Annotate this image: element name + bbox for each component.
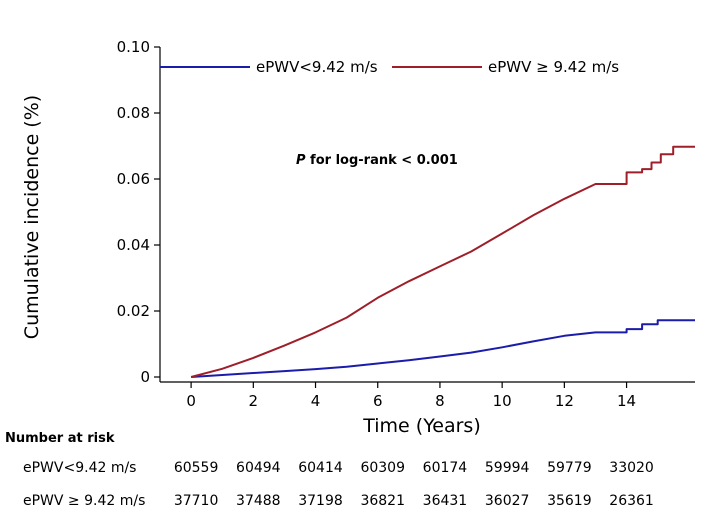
risk-row-label: ePWV ≥ 9.42 m/s [23, 493, 145, 509]
legend: ePWV<9.42 m/s ePWV ≥ 9.42 m/s [160, 58, 619, 76]
risk-value: 60559 [174, 460, 219, 476]
risk-value: 33020 [609, 460, 654, 476]
risk-value: 36431 [423, 493, 468, 509]
y-tick-label: 0.06 [117, 170, 150, 188]
x-tick-label: 4 [311, 392, 321, 410]
legend-label-high: ePWV ≥ 9.42 m/s [488, 58, 619, 76]
legend-label-low: ePWV<9.42 m/s [256, 58, 378, 76]
risk-value: 59994 [485, 460, 530, 476]
risk-row-label: ePWV<9.42 m/s [23, 460, 136, 476]
risk-value: 36027 [485, 493, 530, 509]
risk-value: 60494 [236, 460, 281, 476]
curves [190, 145, 695, 378]
y-axis-title: Cumulative incidence (%) [21, 95, 43, 339]
axis-ticks: 0 0.02 0.04 0.06 0.08 0.10 0 2 4 6 8 10 12 14 [117, 38, 637, 410]
x-tick-label: 14 [617, 392, 636, 410]
risk-value: 37710 [174, 493, 219, 509]
series-line-low [191, 319, 695, 378]
x-tick-label: 6 [373, 392, 383, 410]
p-symbol: P [296, 153, 306, 168]
logrank-annotation: P for log-rank < 0.001 [296, 153, 458, 168]
risk-value: 60414 [298, 460, 343, 476]
logrank-text: for log-rank < 0.001 [306, 153, 458, 168]
y-tick-label: 0.08 [117, 104, 150, 122]
x-axis-title: Time (Years) [362, 415, 481, 437]
risk-value: 37198 [298, 493, 343, 509]
risk-value: 36821 [360, 493, 405, 509]
y-tick-label: 0.04 [117, 236, 150, 254]
risk-value: 35619 [547, 493, 592, 509]
risk-table-header: Number at risk [5, 431, 115, 446]
risk-value: 60174 [423, 460, 468, 476]
y-tick-label: 0.10 [117, 38, 150, 56]
risk-value: 26361 [609, 493, 654, 509]
x-tick-label: 2 [249, 392, 259, 410]
risk-table: ePWV<9.42 m/s 60559 60494 60414 60309 60174 59… [23, 460, 654, 509]
x-tick-label: 10 [493, 392, 512, 410]
risk-value: 59779 [547, 460, 592, 476]
y-tick-label: 0.02 [117, 302, 150, 320]
risk-value: 37488 [236, 493, 281, 509]
y-tick-label: 0 [140, 368, 150, 386]
risk-value: 60309 [360, 460, 405, 476]
series-line-high [190, 145, 695, 378]
x-tick-label: 12 [555, 392, 574, 410]
x-tick-label: 0 [186, 392, 196, 410]
x-tick-label: 8 [435, 392, 445, 410]
